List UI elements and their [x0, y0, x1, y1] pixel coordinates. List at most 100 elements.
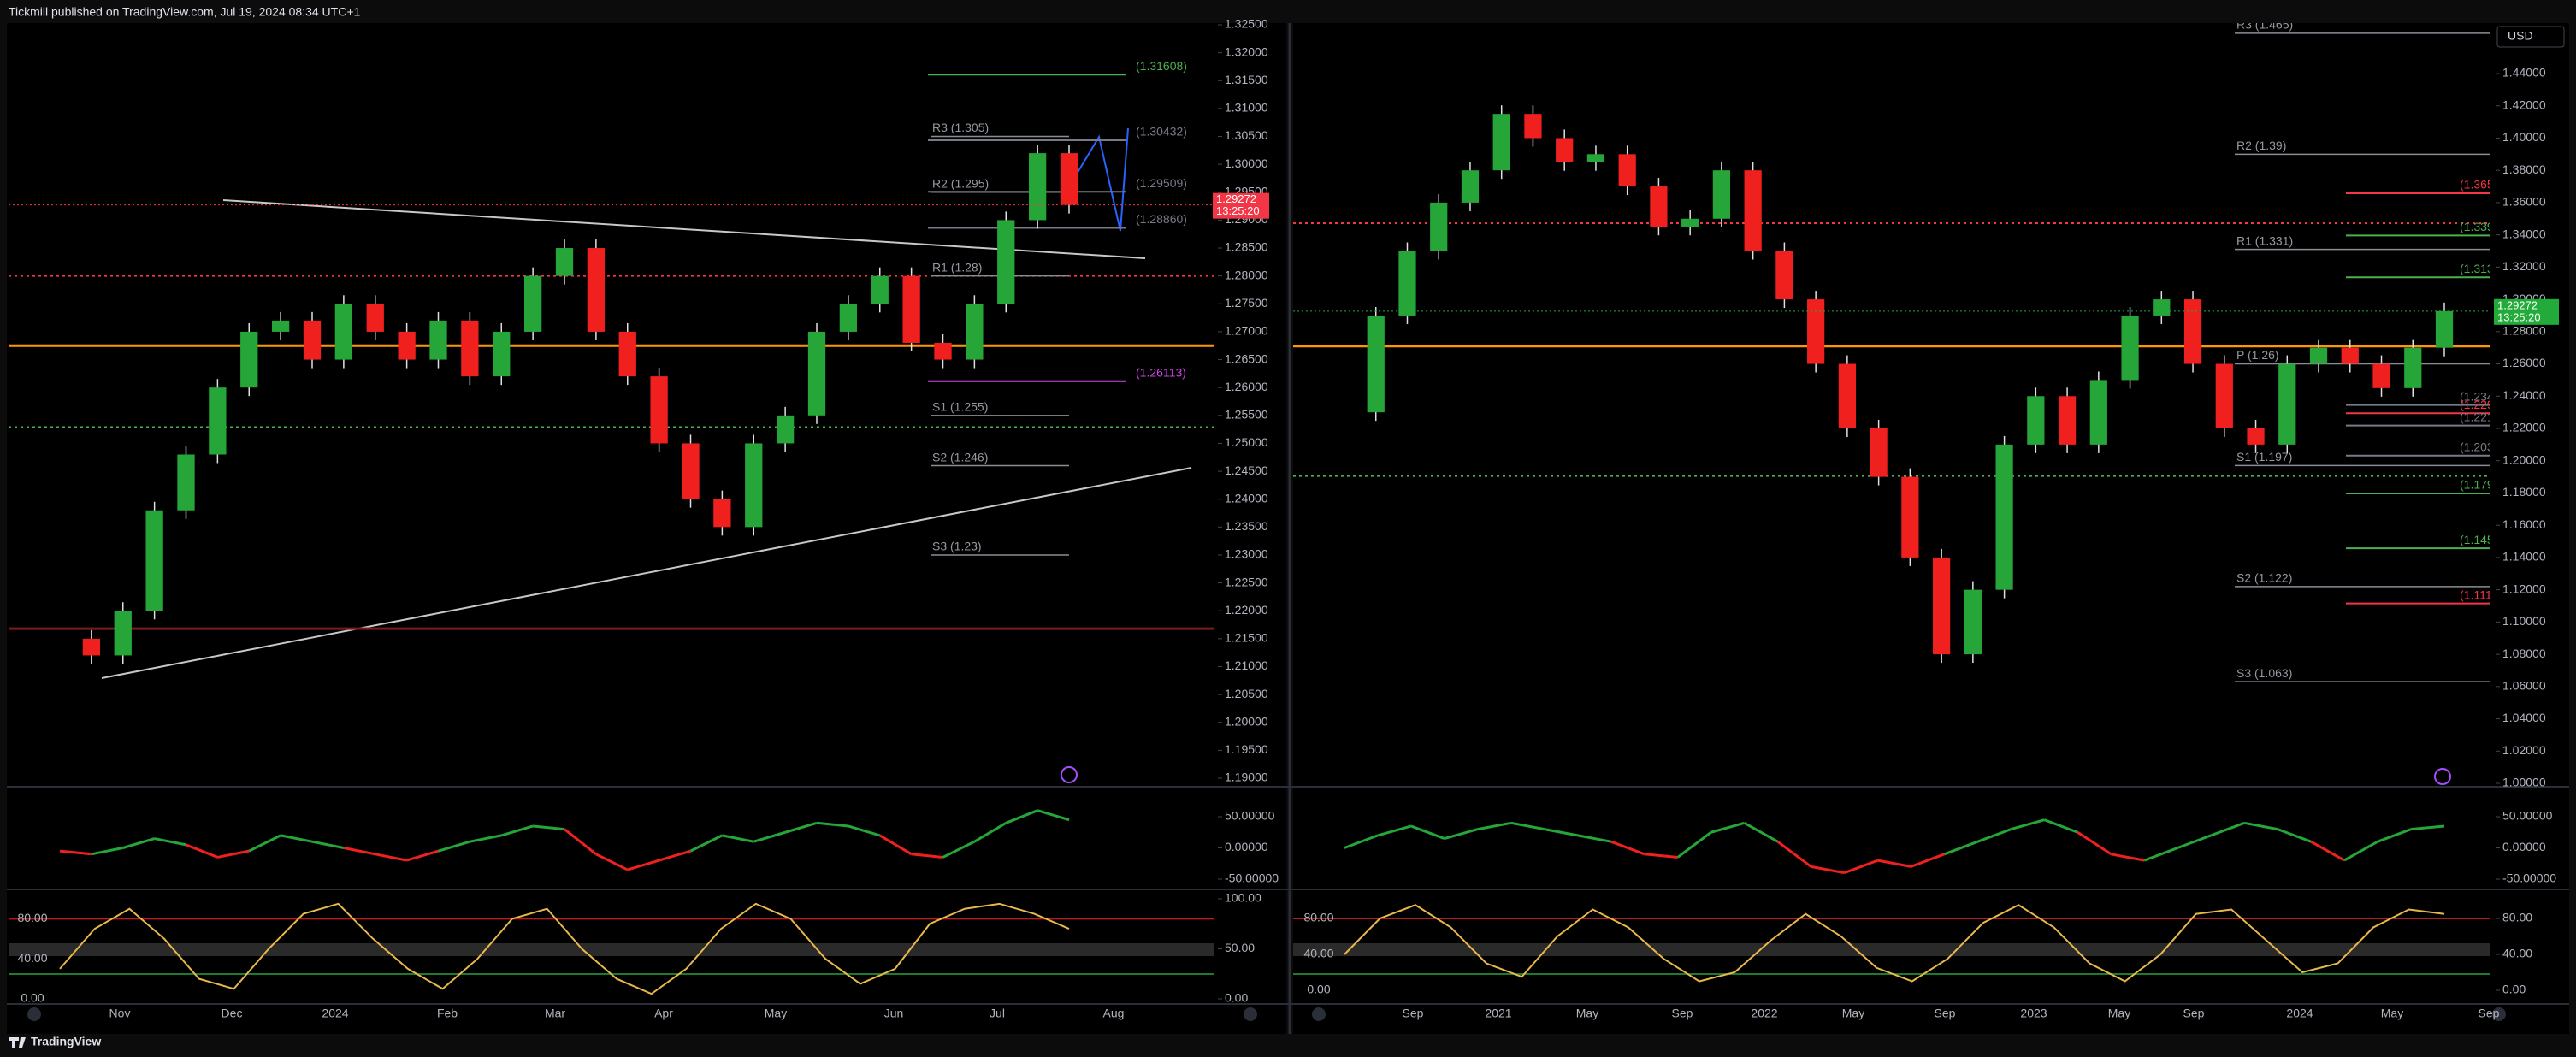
- price-tag: [1213, 192, 1269, 219]
- candle-body: [1775, 251, 1793, 300]
- momentum-segment: [2177, 834, 2212, 849]
- y-tick-label: 1.20000: [1225, 714, 1268, 728]
- momentum-segment: [2410, 824, 2445, 831]
- candle-body: [209, 387, 227, 455]
- auto-scale-icon[interactable]: [2492, 1007, 2506, 1021]
- alert-icon[interactable]: [2434, 768, 2451, 785]
- candle-body: [1618, 154, 1636, 187]
- candle-body: [650, 376, 668, 444]
- x-tick-label: Sep: [1672, 1007, 1693, 1020]
- momentum-segment: [1577, 834, 1612, 843]
- currency-button[interactable]: [2496, 26, 2565, 48]
- inner-tick-label: 40.00: [1303, 947, 1333, 960]
- momentum-segment: [1005, 809, 1038, 824]
- brand-logo: [9, 1037, 26, 1048]
- candle-body: [2278, 363, 2296, 445]
- momentum-segment: [1377, 824, 1412, 837]
- y-tick-label: 1.22000: [1225, 603, 1268, 617]
- momentum-segment: [1743, 821, 1779, 843]
- y-tick-label: 1.31000: [1225, 101, 1268, 115]
- price-tag-label: 1.29272: [1216, 192, 1256, 205]
- zoom-icon[interactable]: [27, 1007, 41, 1021]
- alert-icon[interactable]: [1061, 766, 1078, 783]
- pivot-label: R2 (1.295): [932, 176, 989, 190]
- momentum-segment: [1844, 859, 1879, 875]
- candle-body: [1398, 251, 1416, 316]
- x-tick-label: Sep: [2183, 1007, 2205, 1020]
- momentum-segment: [154, 837, 186, 847]
- y-tick-label: 1.22500: [1225, 575, 1268, 588]
- y-tick-label: 1.19500: [1225, 742, 1268, 756]
- candle-body: [461, 320, 479, 377]
- y-tick-label: 1.25000: [1225, 435, 1268, 449]
- momentum-segment: [689, 834, 724, 853]
- momentum-segment: [1544, 828, 1579, 837]
- momentum-segment: [2077, 830, 2112, 856]
- momentum-segment: [2210, 821, 2245, 837]
- y-tick-label: 1.26500: [1225, 351, 1268, 365]
- auto-scale-icon[interactable]: [1244, 1007, 1257, 1021]
- candle-body: [1586, 154, 1605, 162]
- currency-label[interactable]: USD: [2508, 29, 2533, 43]
- y-tick-label: 1.23500: [1225, 519, 1268, 533]
- candle-body: [114, 611, 132, 656]
- price-tag-countdown: 13:25:20: [1216, 204, 1260, 217]
- footer-brand[interactable]: TradingView: [31, 1035, 101, 1048]
- momentum-segment: [375, 853, 407, 862]
- y-tick-label: 1.20000: [2502, 452, 2546, 466]
- side-level-label: (1.26113): [1136, 366, 1186, 380]
- candle-body: [2027, 396, 2045, 445]
- side-level-label: (1.3396): [2460, 220, 2504, 233]
- y-tick-label: 100.00: [1225, 891, 1261, 905]
- right-panel: [1293, 23, 2569, 1034]
- momentum-segment: [911, 853, 943, 859]
- side-level-label: (1.29509): [1136, 176, 1187, 190]
- candle-body: [2183, 299, 2202, 364]
- momentum-segment: [1943, 840, 1978, 856]
- momentum-segment: [848, 824, 881, 837]
- momentum-segment: [470, 834, 502, 843]
- candle-body: [429, 320, 447, 360]
- x-tick-label: Apr: [654, 1007, 673, 1020]
- momentum-segment: [659, 849, 691, 862]
- momentum-segment: [1037, 809, 1070, 822]
- candle-body: [1430, 202, 1448, 251]
- y-tick-label: 1.16000: [2502, 517, 2546, 531]
- momentum-segment: [248, 834, 281, 853]
- x-tick-label: Aug: [1103, 1007, 1125, 1020]
- x-tick-label: 2023: [2020, 1007, 2047, 1020]
- price-pane: R3 (1.305) R2 (1.295) R1 (1.28) S1 (1.255) S…: [9, 59, 1214, 664]
- momentum-segment: [280, 834, 313, 843]
- momentum-segment: [1644, 853, 1678, 859]
- candle-body: [82, 638, 101, 656]
- zoom-icon[interactable]: [1312, 1007, 1326, 1021]
- y-tick-label: 1.14000: [2502, 550, 2546, 564]
- momentum-segment: [438, 840, 470, 853]
- candle-body: [240, 331, 258, 388]
- momentum-segment: [973, 822, 1007, 843]
- y-tick-label: 50.00000: [1225, 809, 1275, 823]
- y-tick-label: 1.27000: [1225, 324, 1268, 338]
- inner-tick-label: 80.00: [17, 911, 47, 924]
- header-title: Tickmill published on TradingView.com, J…: [9, 5, 360, 19]
- y-tick-label: 1.26000: [1225, 380, 1268, 393]
- price-tag-label: 1.29272: [2497, 298, 2538, 311]
- candle-body: [555, 248, 574, 276]
- momentum-segment: [311, 840, 345, 849]
- y-tick-label: 1.26000: [2502, 356, 2546, 369]
- momentum-segment: [1610, 840, 1645, 856]
- side-level-label: (1.1115): [2460, 588, 2502, 601]
- candle-body: [871, 275, 889, 304]
- candle-body: [997, 220, 1015, 304]
- y-tick-label: 1.34000: [2502, 227, 2546, 240]
- y-tick-label: 1.19000: [1225, 771, 1268, 784]
- y-tick-label: 1.28500: [1225, 240, 1268, 254]
- momentum-segment: [2043, 818, 2078, 834]
- candle-body: [966, 304, 984, 360]
- candle-body: [2058, 396, 2077, 445]
- left-panel: [7, 23, 1286, 1034]
- candle-body: [271, 320, 290, 332]
- pivot-label: R3 (1.305): [932, 121, 989, 134]
